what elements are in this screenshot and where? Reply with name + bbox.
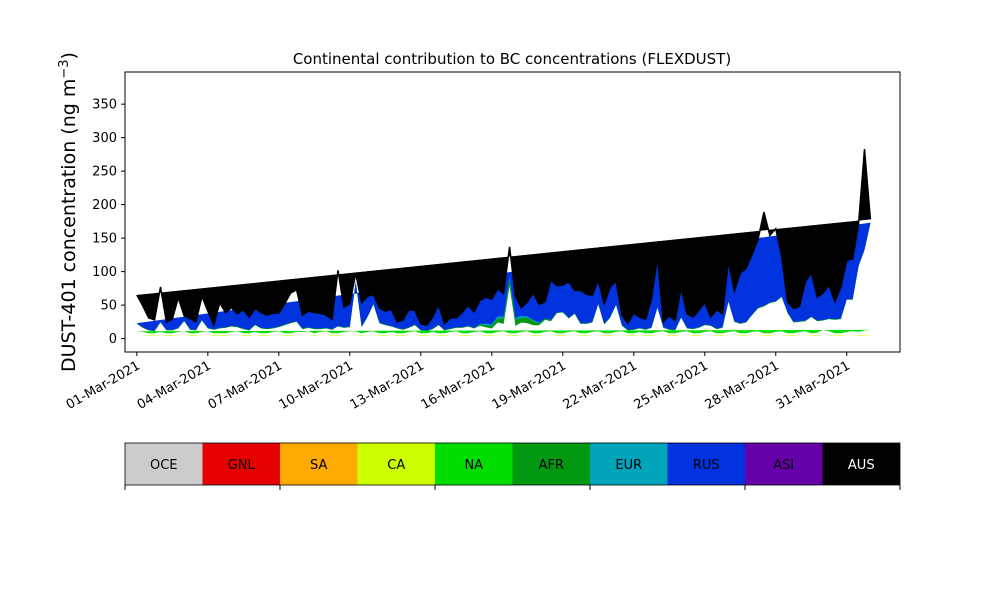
legend-frame — [124, 442, 901, 486]
area-na — [136, 329, 871, 334]
total-line — [136, 148, 872, 328]
x-tick-label: 28-Mar-2021 — [703, 358, 782, 412]
legend-label-rus: RUS — [693, 458, 720, 473]
y-axis-label-main: DUST-401 concentration (ng m — [58, 79, 80, 372]
legend-label-oce: OCE — [150, 458, 178, 473]
legend-label-ca: CA — [387, 458, 405, 473]
legend-swatch-gnl — [202, 443, 280, 485]
legend-swatch-oce — [125, 443, 203, 485]
x-tick-label: 16-Mar-2021 — [419, 358, 498, 412]
legend-label-eur: EUR — [615, 458, 642, 473]
x-tick-label: 10-Mar-2021 — [277, 358, 356, 412]
x-axis: 01-Mar-202104-Mar-202107-Mar-202110-Mar-… — [64, 352, 853, 413]
y-tick-label: 100 — [92, 265, 117, 280]
x-tick-label: 31-Mar-2021 — [774, 358, 853, 412]
y-tick-label: 300 — [92, 131, 117, 146]
x-tick-label: 19-Mar-2021 — [490, 358, 569, 412]
plot-frame — [124, 71, 901, 353]
stacked-areas — [136, 149, 871, 336]
y-tick-label: 250 — [92, 165, 117, 180]
legend-swatch-afr — [512, 443, 590, 485]
y-tick-label: 200 — [92, 198, 117, 213]
y-axis-label-unit: −3 — [57, 59, 72, 78]
legend-swatch-aus — [822, 443, 900, 485]
legend-label-afr: AFR — [539, 458, 564, 473]
y-axis-label: DUST-401 concentration (ng m−3) — [57, 52, 80, 372]
legend-label-gnl: GNL — [228, 458, 256, 473]
legend-colorbar: OCE GNL SA CA NA AFR EUR RUS ASI AUS — [124, 442, 901, 490]
legend-label-sa: SA — [310, 458, 327, 473]
legend-swatch-asi — [745, 443, 823, 485]
legend-swatch-rus — [667, 443, 745, 485]
y-tick-label: 150 — [92, 232, 117, 247]
y-axis: 0 50 100 150 200 250 300 350 — [92, 98, 125, 347]
legend-swatch-sa — [280, 443, 358, 485]
x-tick-label: 25-Mar-2021 — [632, 358, 711, 412]
legend-swatch-ca — [357, 443, 435, 485]
legend-swatch-eur — [590, 443, 668, 485]
legend-label-aus: AUS — [848, 458, 875, 473]
area-ca — [136, 335, 871, 336]
chart-title: Continental contribution to BC concentra… — [293, 50, 731, 68]
x-tick-label: 04-Mar-2021 — [135, 358, 214, 412]
area-aus — [136, 149, 871, 326]
y-axis-label-close: ) — [58, 52, 80, 59]
y-tick-label: 0 — [109, 332, 117, 347]
y-tick-label: 50 — [100, 299, 117, 314]
legend-swatch-na — [435, 443, 513, 485]
y-tick-label: 350 — [92, 98, 117, 113]
legend-label-na: NA — [464, 458, 483, 473]
x-tick-label: 13-Mar-2021 — [348, 358, 427, 412]
legend-label-asi: ASI — [773, 458, 794, 473]
x-tick-label: 07-Mar-2021 — [206, 358, 285, 412]
x-tick-label: 22-Mar-2021 — [561, 358, 640, 412]
